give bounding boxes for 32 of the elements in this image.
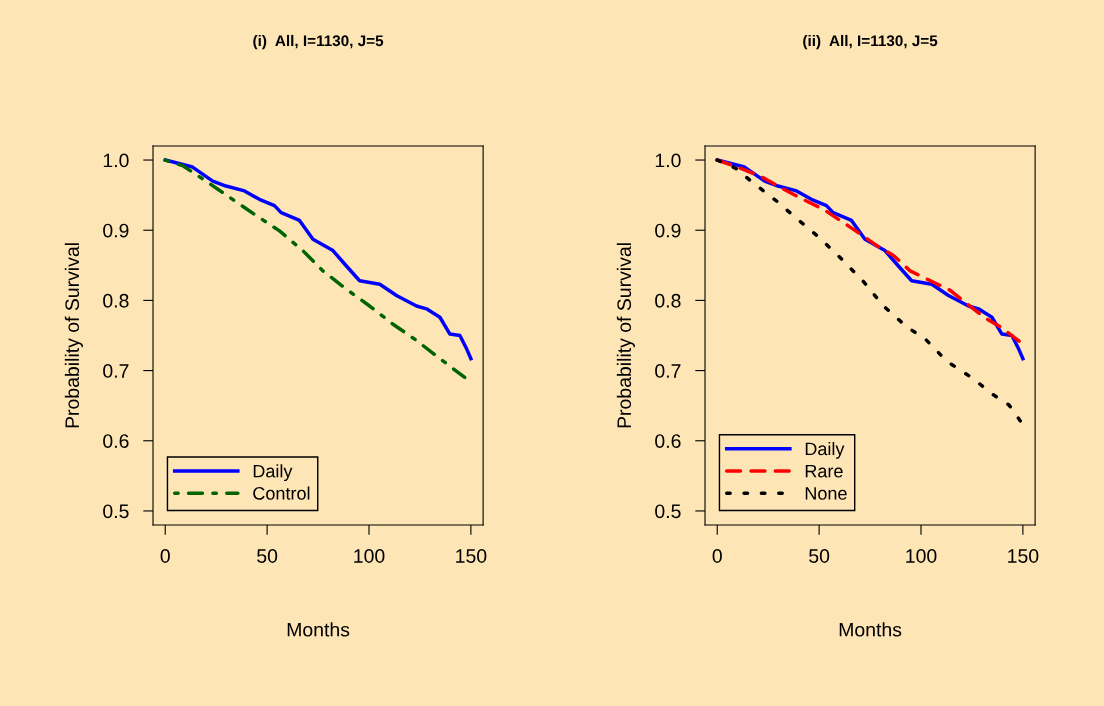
legend-label: Daily [805, 441, 845, 459]
legend-label: None [805, 487, 847, 500]
chart-title: (i) All, I=1130, J=5 [253, 34, 384, 50]
y-tick-label: 0.8 [103, 293, 129, 308]
y-tick-label: 0.6 [655, 434, 681, 448]
y-tick-label: 0.5 [103, 504, 129, 519]
y-axis-title: Probability of Survival [616, 243, 635, 428]
x-axis-title: Months [839, 622, 902, 637]
legend-label: Control [253, 486, 310, 500]
y-tick-label: 1.0 [103, 153, 129, 168]
y-tick-label: 0.7 [103, 364, 129, 378]
line-series [715, 158, 1024, 425]
x-tick-label: 0 [712, 549, 722, 563]
x-tick-label: 150 [456, 549, 487, 563]
y-tick-label: 0.7 [655, 364, 681, 378]
y-tick-label: 0.8 [655, 293, 681, 308]
y-tick-label: 0.5 [655, 504, 681, 519]
y-axis-title: Probability of Survival [64, 243, 83, 428]
chart-title: (ii) All, I=1130, J=5 [803, 34, 938, 50]
y-tick-label: 0.6 [103, 434, 129, 448]
x-tick-label: 50 [257, 549, 278, 563]
x-axis-title: Months [287, 622, 350, 637]
x-tick-label: 100 [906, 549, 937, 563]
x-tick-label: 150 [1008, 549, 1039, 563]
legend-label: Daily [253, 464, 293, 482]
y-tick-label: 0.9 [655, 223, 681, 238]
x-tick-label: 0 [160, 549, 170, 563]
y-tick-label: 1.0 [655, 153, 681, 168]
x-tick-label: 50 [809, 549, 830, 563]
x-tick-label: 100 [354, 549, 385, 563]
y-tick-label: 0.9 [103, 223, 129, 238]
legend-label: Rare [805, 464, 843, 478]
